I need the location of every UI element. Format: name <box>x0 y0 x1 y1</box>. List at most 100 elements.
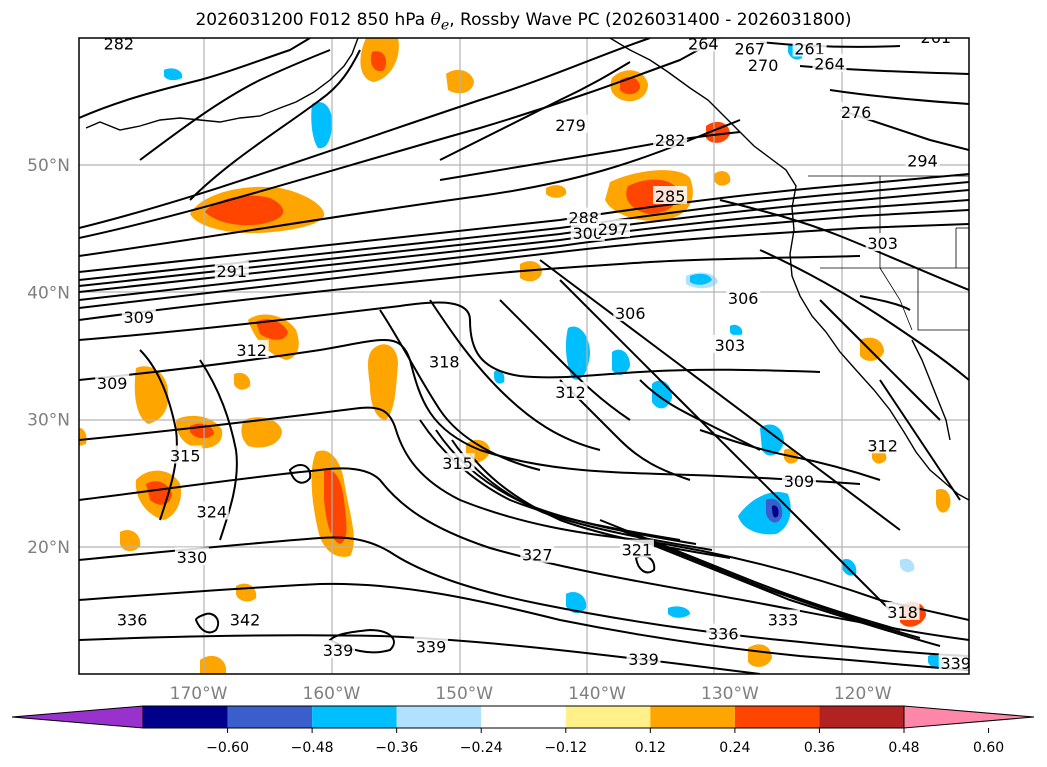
map-title: 2026031200 F012 850 hPa θe, Rossby Wave … <box>195 10 852 34</box>
shading-blob <box>738 492 791 535</box>
shading-blob <box>730 324 743 337</box>
contour-label-bg <box>596 219 630 238</box>
contour-label: 339 <box>628 650 659 669</box>
contour-label-bg <box>520 544 555 563</box>
contour-label-bg <box>746 54 781 73</box>
contour-label: 297 <box>598 220 629 239</box>
shading-blob <box>612 349 630 375</box>
shading-blob <box>360 38 399 82</box>
contour-label-bg <box>95 372 130 391</box>
contour-label: 315 <box>170 446 201 465</box>
colorbar-tick-label: 0.12 <box>635 740 666 756</box>
shading-blob <box>610 70 648 102</box>
colorbar-tick-label: −0.48 <box>291 740 334 756</box>
contour-label-bg <box>781 470 816 489</box>
colorbar-tick-label: −0.36 <box>375 740 418 756</box>
colorbar-swatch <box>650 706 735 728</box>
lat-tick-label: 50°N <box>27 156 70 176</box>
contour-label-bg <box>885 601 920 620</box>
contour-label-bg <box>812 53 847 72</box>
contour-label-bg <box>440 453 475 472</box>
shading-blob <box>566 591 587 614</box>
colorbar-tick-label: 0.24 <box>719 740 750 756</box>
contour-label: 288 <box>569 209 600 228</box>
contour-label-bg <box>865 435 900 454</box>
contour-label: 309 <box>124 308 155 327</box>
contour-label: 327 <box>522 546 553 565</box>
contour-label: 261 <box>921 28 952 47</box>
contour-label: 315 <box>442 454 473 473</box>
contour-label-bg <box>766 609 801 628</box>
shading-blob <box>668 606 690 618</box>
contour-label: 285 <box>655 187 686 206</box>
contour-label: 270 <box>748 56 779 75</box>
lat-axis: 20°N 30°N 40°N 50°N <box>27 156 70 558</box>
lat-tick-label: 20°N <box>27 538 70 558</box>
colorbar-tick-label: 0.48 <box>888 740 919 756</box>
contour-label-bg <box>905 150 940 169</box>
contour-label-bg <box>566 207 601 226</box>
colorbar-extend-low <box>11 705 144 729</box>
contour-label: 306 <box>728 289 759 308</box>
contour-label-bg <box>321 640 356 659</box>
colorbar-swatch <box>396 706 482 728</box>
shading-blob <box>936 488 951 513</box>
contour-label-bg <box>726 287 761 306</box>
colorbar-swatch <box>312 706 397 728</box>
contour-label: 303 <box>867 234 898 253</box>
contour-label: 312 <box>867 436 898 455</box>
contour-label: 339 <box>323 641 354 660</box>
colorbar-swatch <box>565 706 651 728</box>
colorbar-tick-label: −0.24 <box>460 740 503 756</box>
shading-blob <box>368 344 398 420</box>
contour-label-bg <box>613 303 648 322</box>
lat-tick-label: 30°N <box>27 411 70 431</box>
contour-label-bg <box>194 501 229 520</box>
shading-blob <box>714 171 731 186</box>
shading-blob <box>760 424 784 456</box>
colorbar-tick-label: −0.60 <box>206 740 249 756</box>
shading-blob <box>135 470 182 520</box>
contour-label: 336 <box>708 625 739 644</box>
contour-label-bg <box>865 233 900 252</box>
contour-label-bg <box>706 623 741 642</box>
contour-label-bg <box>653 186 688 204</box>
contour-label-bg <box>686 38 721 52</box>
contour-label-bg <box>839 102 874 121</box>
shading-blob <box>860 337 884 361</box>
map-background <box>79 38 969 674</box>
shading-blob <box>690 273 712 285</box>
contour-label: 318 <box>429 352 460 371</box>
colorbar-swatch <box>734 706 820 728</box>
colorbar-swatch <box>227 706 313 728</box>
shading-blob <box>176 415 223 449</box>
colorbar-tick-label: 0.36 <box>804 740 835 756</box>
colorbar-swatch <box>143 706 228 728</box>
contour-label-bg <box>653 130 688 149</box>
contour-label: 306 <box>615 304 646 323</box>
colorbar-outline <box>142 705 905 729</box>
contour-label-bg <box>427 351 462 370</box>
shading-blob <box>311 450 354 557</box>
contour-label-bg <box>228 609 263 628</box>
contour-label-bg <box>918 38 953 45</box>
lon-axis: 170°W 160°W 150°W 140°W 130°W 120°W <box>170 684 892 704</box>
contour-label-bg <box>553 114 588 133</box>
map-frame <box>78 37 970 675</box>
lat-tick-label: 40°N <box>27 283 70 303</box>
shading-blob <box>234 372 251 390</box>
contour-label-bg <box>792 38 827 57</box>
coastlines <box>85 38 969 501</box>
contour-label: 282 <box>104 34 135 53</box>
contour-label: 264 <box>688 34 719 53</box>
shading-blob <box>241 417 282 448</box>
contour-label: 294 <box>907 151 938 170</box>
colorbar-tick-label: −0.12 <box>544 740 587 756</box>
contour-label: 309 <box>784 472 815 491</box>
shading-blob <box>565 326 590 380</box>
contour-label: 309 <box>97 374 128 393</box>
contour-label: 312 <box>555 383 586 402</box>
contour-label: 324 <box>197 502 228 521</box>
